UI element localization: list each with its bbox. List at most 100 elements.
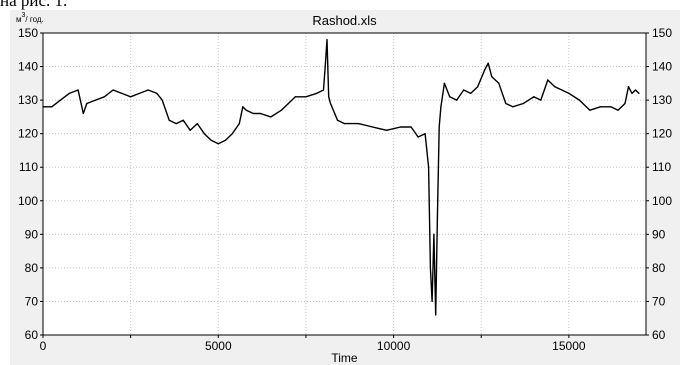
data-point: [156, 92, 158, 94]
data-point: [322, 89, 325, 91]
x-tick-label: 5000: [205, 339, 232, 353]
data-point: [540, 99, 542, 101]
data-point: [484, 69, 486, 71]
x-tick-label: 15000: [552, 339, 586, 353]
data-point: [82, 112, 84, 115]
y-tick-label-right: 60: [652, 328, 666, 342]
data-point: [182, 119, 184, 121]
data-point: [196, 123, 198, 125]
y-tick-label-left: 60: [25, 328, 39, 342]
data-point: [438, 126, 440, 128]
y-unit-sup: 3: [22, 12, 26, 19]
data-point: [112, 89, 114, 91]
data-point: [610, 106, 612, 108]
data-point: [280, 109, 282, 111]
x-tick-label: 0: [40, 339, 47, 353]
data-point: [578, 99, 580, 101]
data-point: [77, 89, 79, 91]
data-point: [410, 126, 412, 128]
data-point: [68, 92, 70, 94]
data-point: [470, 92, 472, 94]
data-point: [589, 109, 591, 111]
data-point: [424, 133, 426, 135]
data-point: [224, 139, 226, 141]
y-tick-label-left: 110: [19, 160, 38, 174]
data-point: [324, 65, 326, 68]
y-tick-label-right: 150: [652, 26, 672, 40]
data-point: [617, 109, 619, 111]
data-point: [436, 216, 439, 219]
data-point: [371, 126, 374, 128]
data-point: [147, 89, 149, 91]
y-tick-label-right: 140: [652, 60, 672, 74]
data-point: [51, 106, 53, 108]
data-point: [624, 102, 626, 105]
data-point: [259, 112, 261, 115]
data-point: [638, 92, 640, 94]
y-tick-label-right: 80: [652, 261, 666, 275]
y-tick-label-right: 130: [652, 93, 672, 107]
data-point: [343, 123, 346, 125]
data-point: [121, 92, 123, 94]
data-point: [505, 102, 507, 105]
y-axis-unit: м3/ год.: [16, 12, 44, 24]
data-point: [130, 96, 132, 98]
data-point: [634, 89, 637, 91]
data-point: [357, 123, 360, 125]
data-point: [512, 106, 514, 108]
y-tick-label-left: 70: [25, 294, 39, 308]
data-point: [477, 86, 479, 88]
data-point: [561, 89, 563, 91]
y-tick-label-left: 90: [25, 227, 39, 241]
data-point: [203, 133, 205, 135]
line-chart: 60 60 70 70 80 80 90 90 100 100 110 110 120 120 130 130…: [16, 12, 672, 365]
data-point: [242, 106, 244, 108]
data-point: [568, 92, 570, 94]
data-point: [627, 86, 630, 88]
data-point: [138, 92, 141, 94]
data-point: [456, 99, 458, 101]
data-point: [431, 300, 433, 303]
data-point: [599, 106, 602, 108]
data-point: [252, 112, 254, 115]
data-point: [428, 166, 430, 168]
data-point: [287, 102, 290, 105]
data-point: [326, 39, 328, 41]
data-point: [547, 79, 549, 81]
y-tick-label-left: 140: [18, 60, 38, 74]
y-tick-label-right: 110: [652, 160, 671, 174]
data-point: [238, 123, 240, 125]
data-point: [435, 314, 437, 316]
y-tick-label-left: 80: [25, 261, 39, 275]
data-point: [270, 116, 272, 118]
data-point: [498, 82, 500, 84]
data-point: [429, 267, 431, 269]
data-point: [433, 233, 435, 235]
data-point: [94, 99, 97, 101]
series-line: [43, 39, 640, 316]
data-point: [175, 123, 177, 125]
y-tick-label-right: 90: [652, 227, 666, 241]
y-tick-label-right: 120: [652, 127, 672, 141]
chart-title: Rashod.xls: [312, 13, 377, 28]
y-unit-base: м: [16, 15, 22, 24]
data-point: [59, 99, 62, 101]
tick-layer: 60 60 70 70 80 80 90 90 100 100 110 110 120 120 130 130…: [18, 26, 672, 353]
data-point: [449, 96, 451, 98]
data-point: [231, 133, 233, 135]
data-point: [329, 102, 332, 105]
y-tick-label-left: 130: [18, 93, 38, 107]
data-point: [161, 99, 163, 101]
data-point: [554, 86, 556, 88]
grid: [43, 33, 646, 335]
data-point: [103, 96, 105, 98]
data-point: [463, 89, 465, 91]
data-point: [86, 102, 88, 105]
chart-frame: 60 60 70 70 80 80 90 90 100 100 110 110 120 120 130 130…: [10, 10, 680, 365]
data-point: [385, 129, 388, 131]
plot-area: [43, 33, 646, 335]
data-point: [399, 126, 402, 128]
y-tick-label-right: 100: [652, 194, 672, 208]
data-point: [631, 92, 633, 94]
data-point: [315, 92, 318, 94]
